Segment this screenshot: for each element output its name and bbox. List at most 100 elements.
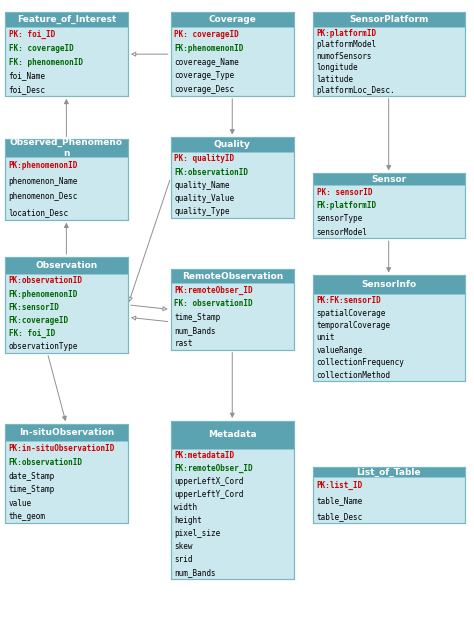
Text: foi_Desc: foi_Desc xyxy=(9,85,46,94)
Text: platformLoc_Desc.: platformLoc_Desc. xyxy=(317,86,395,95)
Text: PK:metadataID: PK:metadataID xyxy=(174,451,235,460)
FancyBboxPatch shape xyxy=(171,269,294,284)
Text: sensorType: sensorType xyxy=(317,214,363,223)
Text: Observation: Observation xyxy=(35,261,98,270)
Text: List_of_Table: List_of_Table xyxy=(356,467,421,477)
Text: covereage_Name: covereage_Name xyxy=(174,58,239,67)
Text: location_Desc: location_Desc xyxy=(9,208,69,217)
FancyBboxPatch shape xyxy=(171,421,294,579)
FancyBboxPatch shape xyxy=(5,139,128,157)
Text: PK:platformID: PK:platformID xyxy=(317,29,377,38)
FancyBboxPatch shape xyxy=(313,12,465,96)
Text: unit: unit xyxy=(317,334,335,342)
Text: Feature_of_Interest: Feature_of_Interest xyxy=(17,15,116,24)
Text: SensorInfo: SensorInfo xyxy=(361,280,416,289)
Text: time_Stamp: time_Stamp xyxy=(174,313,221,322)
Text: quality_Value: quality_Value xyxy=(174,194,235,203)
FancyBboxPatch shape xyxy=(313,275,465,381)
Text: spatialCoverage: spatialCoverage xyxy=(317,309,386,318)
Text: Sensor: Sensor xyxy=(371,175,406,183)
Text: sensorModel: sensorModel xyxy=(317,228,367,237)
Text: latitude: latitude xyxy=(317,75,354,84)
Text: num_Bands: num_Bands xyxy=(174,326,216,335)
Text: RemoteObservation: RemoteObservation xyxy=(182,272,283,281)
Text: coverage_Desc: coverage_Desc xyxy=(174,85,235,94)
Text: height: height xyxy=(174,516,202,526)
FancyBboxPatch shape xyxy=(171,137,294,152)
Text: SensorPlatform: SensorPlatform xyxy=(349,15,428,24)
Text: observationType: observationType xyxy=(9,342,78,352)
Text: foi_Name: foi_Name xyxy=(9,71,46,80)
Text: FK:sensorID: FK:sensorID xyxy=(9,303,59,312)
Text: PK: qualityID: PK: qualityID xyxy=(174,154,235,163)
Text: FK:remoteObser_ID: FK:remoteObser_ID xyxy=(174,464,253,474)
Text: quality_Name: quality_Name xyxy=(174,181,230,190)
Text: temporalCoverage: temporalCoverage xyxy=(317,321,391,330)
Text: Quality: Quality xyxy=(214,140,251,149)
Text: rast: rast xyxy=(174,339,193,348)
Text: valueRange: valueRange xyxy=(317,346,363,355)
Text: PK:remoteObser_ID: PK:remoteObser_ID xyxy=(174,286,253,295)
Text: FK:observationID: FK:observationID xyxy=(9,458,82,467)
Text: platformModel: platformModel xyxy=(317,40,377,50)
Text: quality_Type: quality_Type xyxy=(174,207,230,217)
Text: the_geom: the_geom xyxy=(9,513,46,521)
FancyBboxPatch shape xyxy=(5,139,128,220)
Text: numofSensors: numofSensors xyxy=(317,52,372,61)
Text: width: width xyxy=(174,503,198,513)
Text: Metadata: Metadata xyxy=(208,430,256,439)
Text: FK:coverageID: FK:coverageID xyxy=(9,316,69,325)
FancyBboxPatch shape xyxy=(171,421,294,449)
FancyBboxPatch shape xyxy=(171,137,294,218)
FancyBboxPatch shape xyxy=(171,269,294,350)
Text: upperLeftY_Cord: upperLeftY_Cord xyxy=(174,490,244,500)
FancyBboxPatch shape xyxy=(313,173,465,238)
Text: FK:phenomenonID: FK:phenomenonID xyxy=(174,44,244,53)
Text: FK:phenomenonID: FK:phenomenonID xyxy=(9,290,78,298)
Text: coverage_Type: coverage_Type xyxy=(174,71,235,80)
Text: collectionFrequency: collectionFrequency xyxy=(317,358,404,367)
Text: num_Bands: num_Bands xyxy=(174,568,216,578)
Text: FK: foi_ID: FK: foi_ID xyxy=(9,329,55,338)
Text: table_Desc: table_Desc xyxy=(317,512,363,521)
FancyBboxPatch shape xyxy=(171,12,294,27)
FancyBboxPatch shape xyxy=(171,12,294,96)
Text: FK:platformID: FK:platformID xyxy=(317,201,377,210)
FancyBboxPatch shape xyxy=(5,424,128,523)
Text: PK:observationID: PK:observationID xyxy=(9,277,82,285)
FancyBboxPatch shape xyxy=(5,12,128,27)
Text: value: value xyxy=(9,499,32,508)
Text: skew: skew xyxy=(174,542,193,552)
FancyBboxPatch shape xyxy=(5,424,128,441)
Text: FK: coverageID: FK: coverageID xyxy=(9,44,73,53)
Text: srid: srid xyxy=(174,555,193,565)
Text: PK:phenomenonID: PK:phenomenonID xyxy=(9,161,78,170)
FancyBboxPatch shape xyxy=(5,257,128,274)
FancyBboxPatch shape xyxy=(313,467,465,477)
Text: pixel_size: pixel_size xyxy=(174,529,221,539)
Text: PK: foi_ID: PK: foi_ID xyxy=(9,30,55,39)
Text: PK:in-situObservationID: PK:in-situObservationID xyxy=(9,444,115,453)
Text: PK:list_ID: PK:list_ID xyxy=(317,481,363,490)
FancyBboxPatch shape xyxy=(313,275,465,294)
Text: phenomenon_Name: phenomenon_Name xyxy=(9,177,78,186)
Text: PK:FK:sensorID: PK:FK:sensorID xyxy=(317,296,382,305)
Text: PK: coverageID: PK: coverageID xyxy=(174,30,239,39)
Text: PK: sensorID: PK: sensorID xyxy=(317,188,372,197)
FancyBboxPatch shape xyxy=(5,257,128,353)
Text: upperLeftX_Cord: upperLeftX_Cord xyxy=(174,477,244,487)
Text: FK:observationID: FK:observationID xyxy=(174,168,248,176)
Text: Observed_Phenomeno
n: Observed_Phenomeno n xyxy=(10,139,123,158)
Text: In-situObservation: In-situObservation xyxy=(19,428,114,437)
FancyBboxPatch shape xyxy=(5,12,128,96)
FancyBboxPatch shape xyxy=(313,173,465,184)
FancyBboxPatch shape xyxy=(313,467,465,523)
Text: time_Stamp: time_Stamp xyxy=(9,485,55,494)
Text: collectionMethod: collectionMethod xyxy=(317,371,391,379)
Text: FK: observationID: FK: observationID xyxy=(174,300,253,308)
Text: phenomenon_Desc: phenomenon_Desc xyxy=(9,193,78,202)
Text: FK: phenomenonID: FK: phenomenonID xyxy=(9,58,82,67)
Text: Coverage: Coverage xyxy=(208,15,256,24)
FancyBboxPatch shape xyxy=(313,12,465,27)
Text: date_Stamp: date_Stamp xyxy=(9,472,55,480)
